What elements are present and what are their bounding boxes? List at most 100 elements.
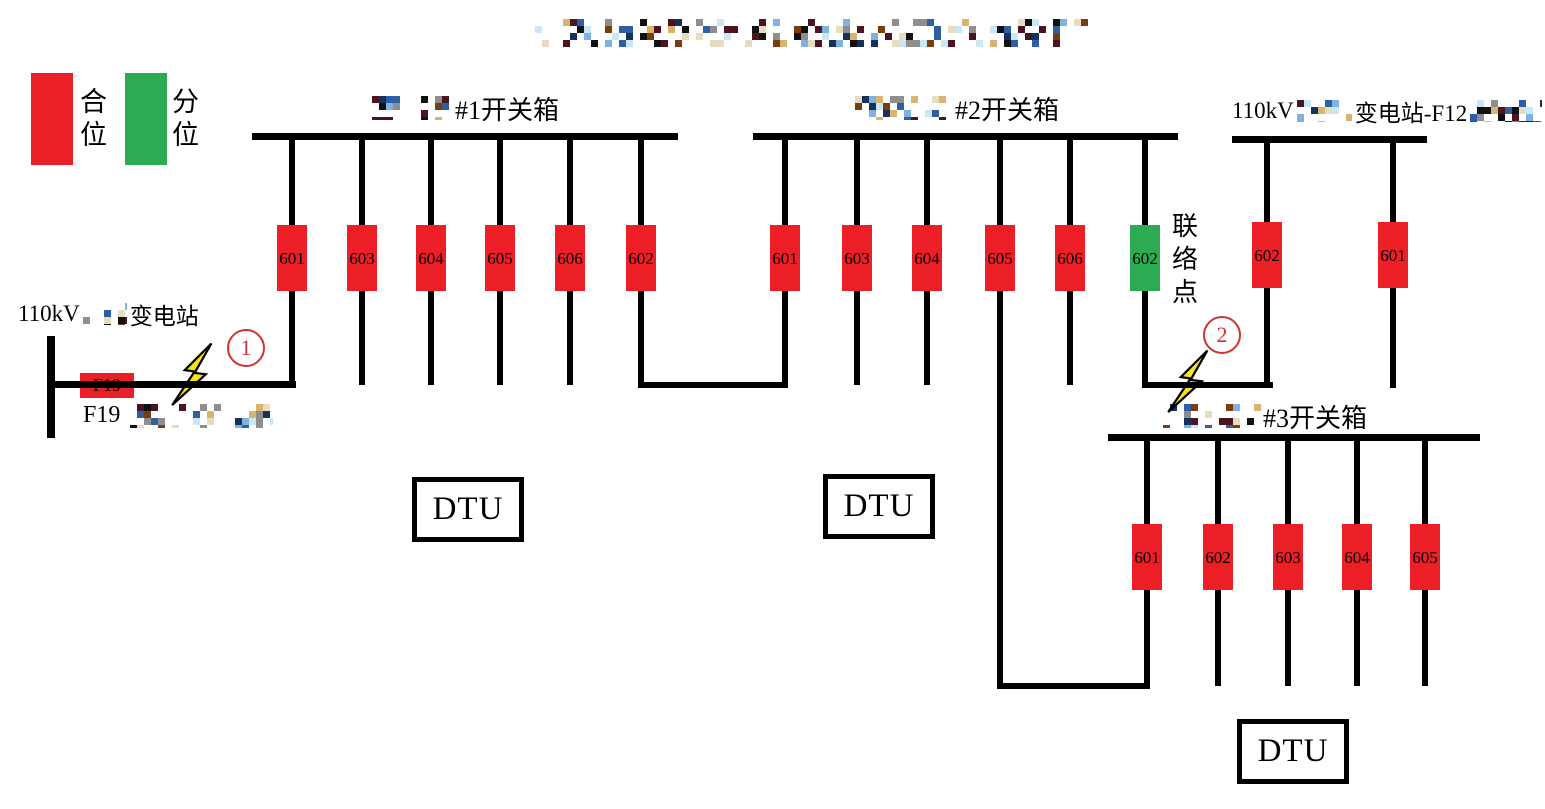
connector-line-3 bbox=[997, 683, 1150, 689]
box2-drop-bottom bbox=[924, 291, 930, 385]
switch-id-label: 605 bbox=[487, 249, 513, 268]
box1-drop-bottom bbox=[567, 291, 573, 385]
substation-right-redacted-end bbox=[1470, 100, 1543, 122]
switch-id-label: 603 bbox=[349, 249, 375, 268]
switch-id-label: 603 bbox=[1275, 548, 1301, 567]
box1-drop-bottom bbox=[497, 291, 503, 385]
fault-marker-1: 1 bbox=[227, 329, 265, 367]
box1-switch-601: 601 bbox=[277, 225, 307, 291]
box2-drop-bottom bbox=[782, 291, 788, 388]
box3-drop-bottom bbox=[1144, 590, 1150, 689]
box3-drop-top bbox=[1144, 441, 1150, 524]
connector-line-2 bbox=[1142, 382, 1273, 388]
box3-drop-bottom bbox=[1422, 590, 1428, 686]
box2-drop-top bbox=[782, 140, 788, 225]
box2-drop-top bbox=[924, 140, 930, 225]
substation-right-redacted-mid bbox=[1296, 100, 1352, 122]
box1-title: #1开关箱 bbox=[455, 96, 560, 125]
switch-id-label: 602 bbox=[628, 249, 654, 268]
switch-id-label: 606 bbox=[557, 249, 583, 268]
box3-switch-604: 604 bbox=[1342, 524, 1372, 590]
box1-switch-606: 606 bbox=[555, 225, 585, 291]
box3-switch-603: 603 bbox=[1273, 524, 1303, 590]
box2-title-redacted bbox=[855, 96, 953, 120]
box2-switch-602: 602 bbox=[1130, 225, 1160, 291]
feeder-f19-label-prefix: F19 bbox=[83, 402, 121, 428]
box2-drop-top bbox=[1067, 140, 1073, 225]
connector-line-1 bbox=[638, 382, 788, 388]
box1-switch-603: 603 bbox=[347, 225, 377, 291]
box1-drop-top bbox=[567, 140, 573, 225]
box2-switch-601: 601 bbox=[770, 225, 800, 291]
switch-id-label: 601 bbox=[1380, 246, 1406, 265]
lightning-bolt-2 bbox=[1167, 349, 1209, 413]
switch-id-label: 606 bbox=[1057, 249, 1083, 268]
box2-drop-bottom bbox=[1142, 291, 1148, 388]
lightning-bolt-1 bbox=[171, 342, 213, 406]
fault-marker-2: 2 bbox=[1203, 316, 1241, 354]
box1-switch-604: 604 bbox=[416, 225, 446, 291]
feeder-f19-label: F19 bbox=[83, 402, 274, 429]
box3-switch-605: 605 bbox=[1410, 524, 1440, 590]
dtu-box-1: DTU bbox=[412, 477, 524, 542]
switch-id-label: 601 bbox=[1134, 548, 1160, 567]
right-feeder-busbar bbox=[1232, 136, 1427, 143]
box2-switch-605: 605 bbox=[985, 225, 1015, 291]
switch-id-label: 601 bbox=[772, 249, 798, 268]
switch-id-label: 605 bbox=[987, 249, 1013, 268]
box2-drop-bottom bbox=[854, 291, 860, 385]
feeder-f19-label-redacted bbox=[123, 403, 274, 428]
dtu-box-2: DTU bbox=[823, 474, 935, 539]
legend-open-label: 分 位 bbox=[172, 87, 199, 150]
substation-left-suffix: 变电站 bbox=[129, 304, 199, 329]
box2-drop-top bbox=[997, 140, 1003, 225]
box1-drop-top bbox=[289, 140, 295, 225]
right-feeder-drop-bottom bbox=[1264, 288, 1270, 386]
box2-drop-bottom bbox=[997, 291, 1003, 689]
box2-title: #2开关箱 bbox=[955, 96, 1060, 125]
box3-busbar bbox=[1108, 434, 1480, 441]
box1-drop-bottom bbox=[638, 291, 644, 388]
substation-right-suffix: 变电站-F12 bbox=[1354, 101, 1468, 126]
box2-drop-bottom bbox=[1067, 291, 1073, 385]
substation-right-label: 110kV 变电站-F12 bbox=[1232, 94, 1543, 128]
box2-switch-606: 606 bbox=[1055, 225, 1085, 291]
box3-title: #3开关箱 bbox=[1263, 404, 1368, 433]
box1-drop-bottom bbox=[428, 291, 434, 385]
right-feeder-switch-601: 601 bbox=[1378, 222, 1408, 288]
switch-id-label: 604 bbox=[418, 249, 444, 268]
switch-id-label: 603 bbox=[844, 249, 870, 268]
right-feeder-drop-bottom bbox=[1390, 288, 1396, 388]
box1-switch-605: 605 bbox=[485, 225, 515, 291]
box1-drop-top bbox=[497, 140, 503, 225]
dtu-box-3: DTU bbox=[1237, 719, 1349, 784]
switch-id-label: 602 bbox=[1205, 548, 1231, 567]
box3-drop-top bbox=[1354, 441, 1360, 524]
box1-busbar bbox=[252, 133, 678, 140]
substation-left-redacted-mid bbox=[82, 303, 127, 325]
tie-point-label: 联 络 点 bbox=[1171, 212, 1198, 307]
connector-line-5 bbox=[51, 381, 296, 388]
box2-switch-604: 604 bbox=[912, 225, 942, 291]
right-feeder-drop-top bbox=[1264, 143, 1270, 222]
legend-closed-swatch bbox=[31, 73, 73, 165]
switch-id-label: 604 bbox=[1344, 548, 1370, 567]
right-feeder-switch-602: 602 bbox=[1252, 222, 1282, 288]
box3-title-redacted bbox=[1163, 404, 1261, 428]
box3-drop-top bbox=[1215, 441, 1221, 524]
substation-right-prefix: 110kV bbox=[1232, 98, 1294, 123]
box1-drop-top bbox=[428, 140, 434, 225]
box2-drop-top bbox=[1142, 140, 1148, 225]
box3-switch-601: 601 bbox=[1132, 524, 1162, 590]
switch-id-label: 605 bbox=[1412, 548, 1438, 567]
box1-drop-top bbox=[359, 140, 365, 225]
box1-drop-bottom bbox=[289, 291, 295, 388]
switch-id-label: 602 bbox=[1254, 246, 1280, 265]
legend-open-swatch bbox=[125, 73, 167, 165]
right-feeder-drop-top bbox=[1390, 143, 1396, 222]
box2-drop-top bbox=[854, 140, 860, 225]
box3-drop-top bbox=[1422, 441, 1428, 524]
box3-drop-top bbox=[1285, 441, 1291, 524]
diagram-title-redacted bbox=[528, 19, 1093, 47]
